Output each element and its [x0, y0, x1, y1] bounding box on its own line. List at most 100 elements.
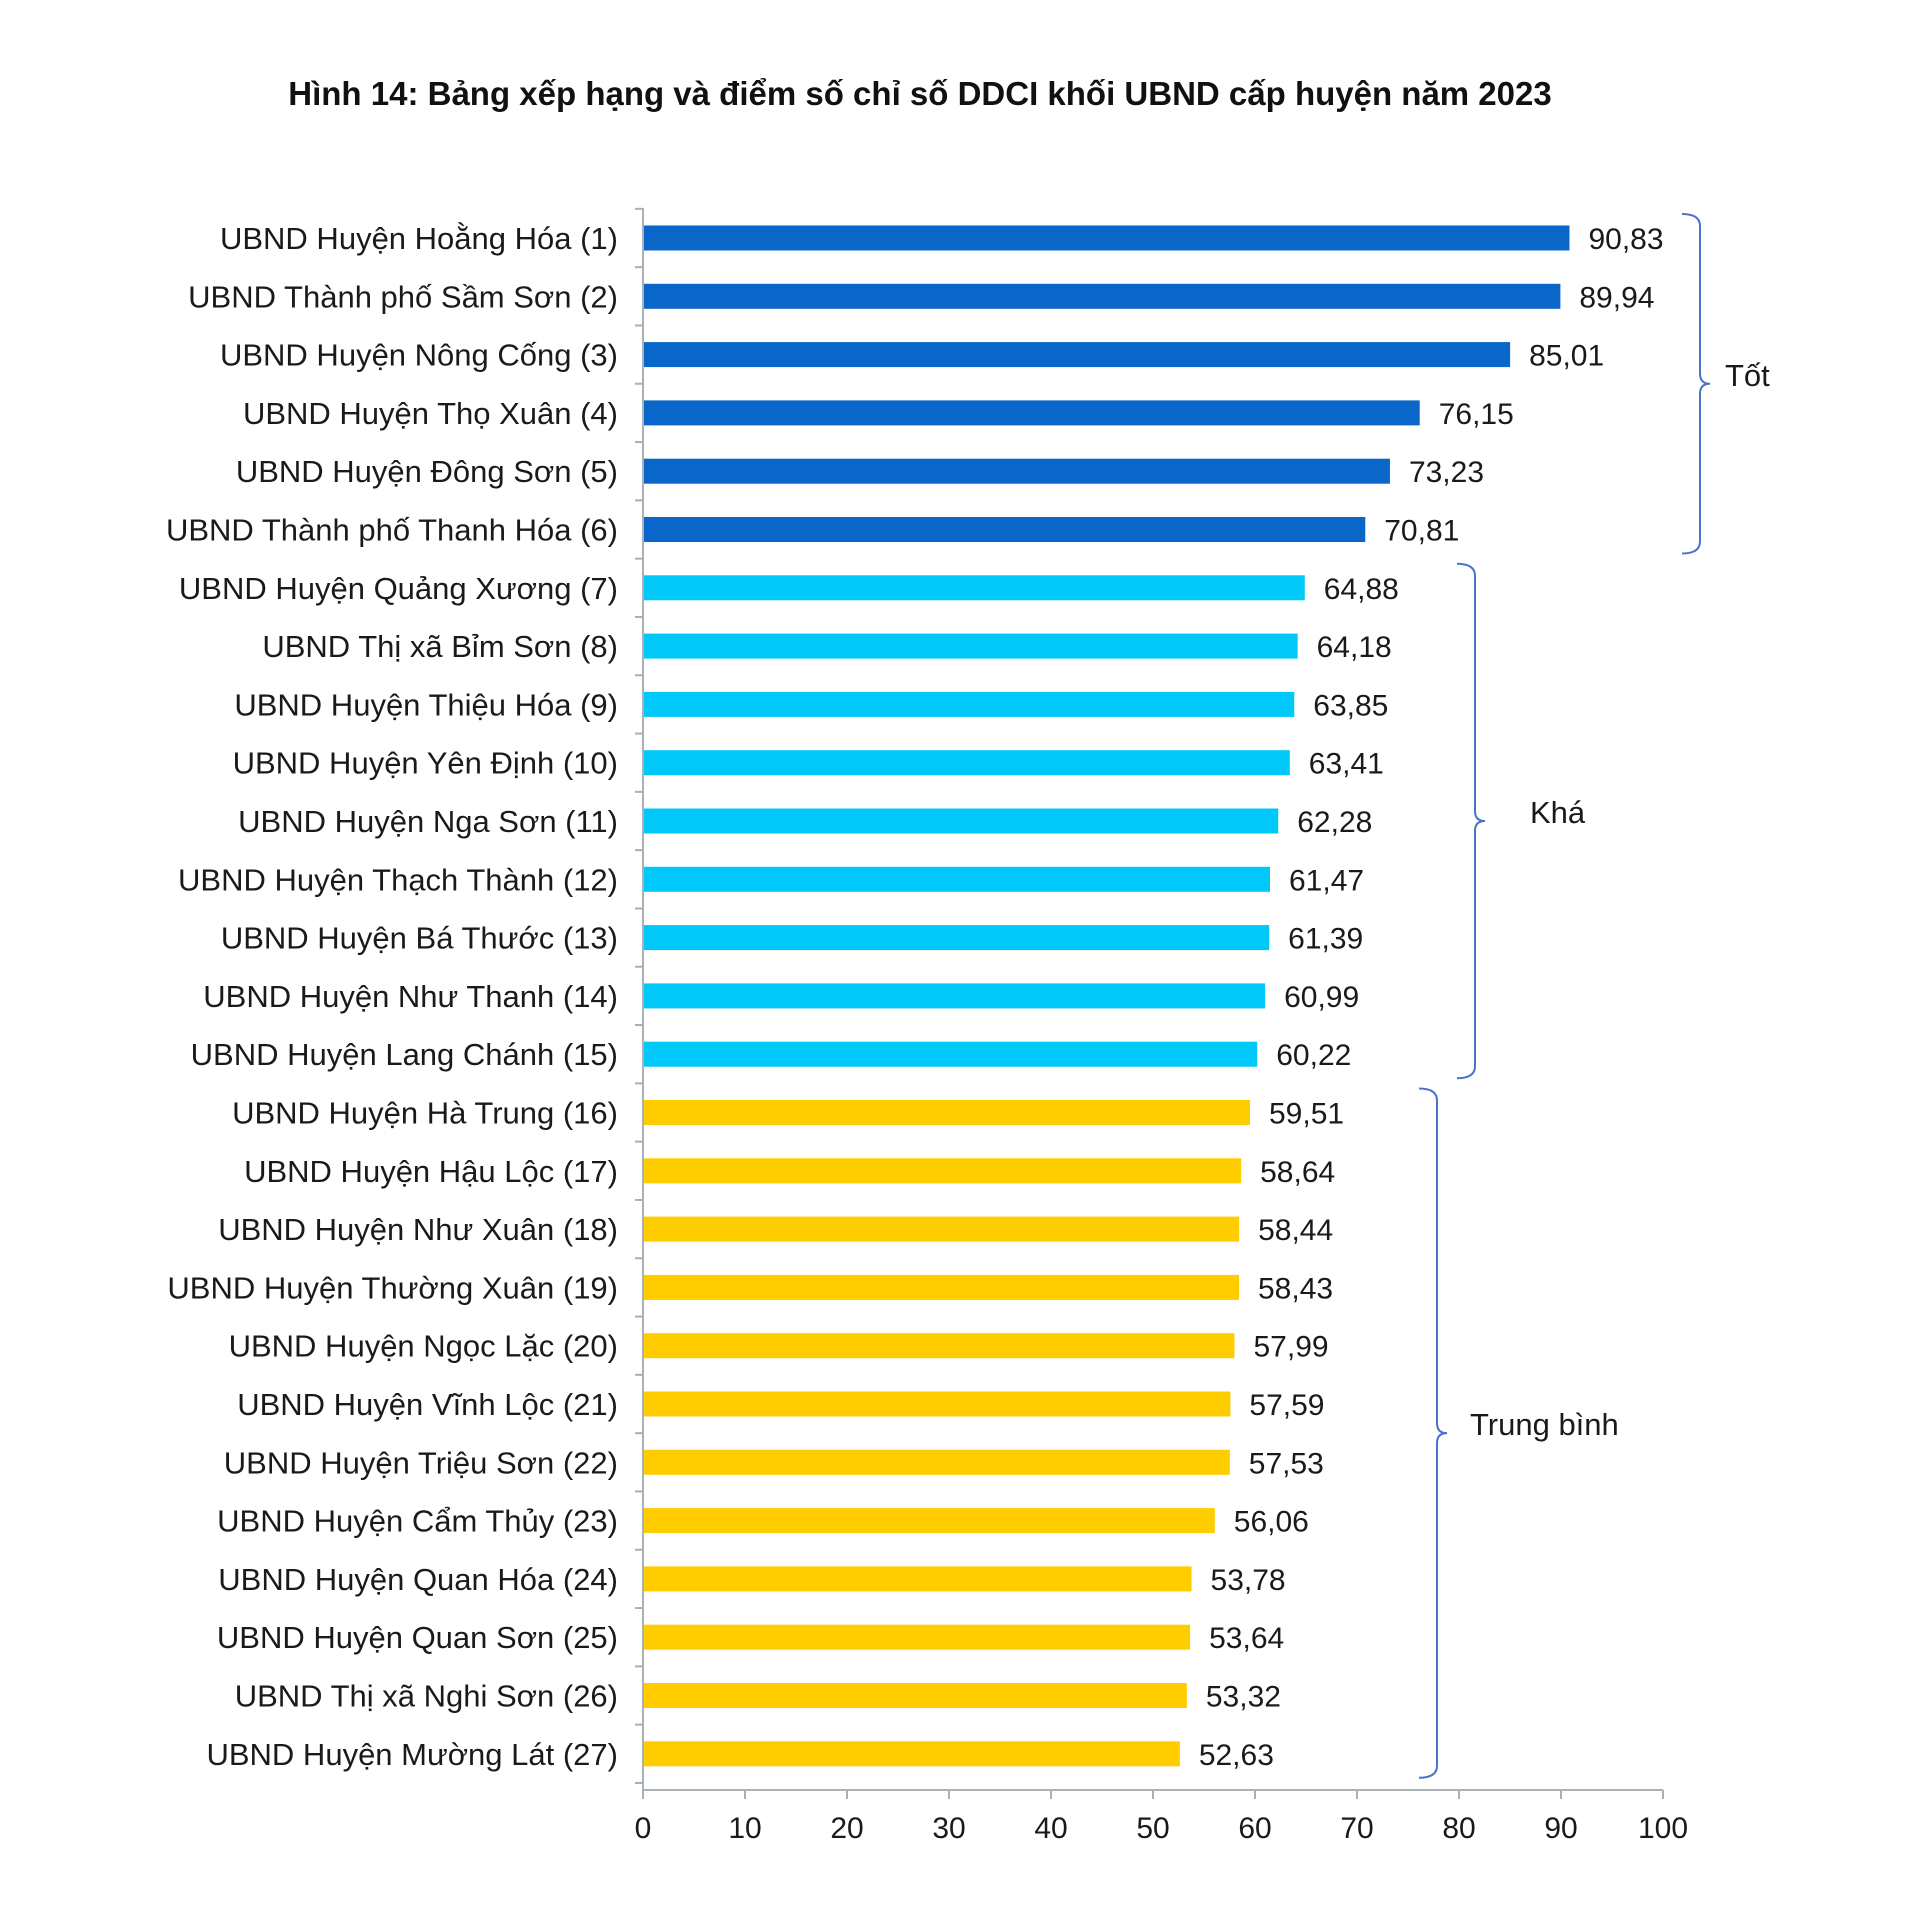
bar — [644, 1333, 1235, 1359]
data-label: 85,01 — [1529, 340, 1604, 373]
data-label: 53,32 — [1206, 1681, 1281, 1714]
category-label: UBND Huyện Quảng Xương (7) — [179, 571, 618, 606]
data-label: 59,51 — [1269, 1098, 1344, 1131]
category-label: UBND Thị xã Nghi Sơn (26) — [235, 1679, 618, 1714]
group-bracket — [1681, 213, 1711, 555]
bar — [644, 1274, 1239, 1300]
category-label: UBND Huyện Nông Cống (3) — [220, 338, 618, 373]
group-label: Khá — [1530, 795, 1586, 830]
bar — [644, 1100, 1251, 1125]
data-label: 64,88 — [1324, 573, 1399, 606]
x-tick-label: 40 — [1034, 1812, 1067, 1845]
category-label: UBND Thành phố Thanh Hóa (6) — [166, 513, 618, 548]
bar — [644, 866, 1270, 892]
category-label: UBND Huyện Thọ Xuân (4) — [243, 396, 618, 431]
bar — [644, 1449, 1230, 1475]
category-label: UBND Huyện Yên Định (10) — [233, 746, 618, 781]
x-tick-label: 100 — [1638, 1812, 1688, 1845]
category-label: UBND Thành phố Sầm Sơn (2) — [188, 279, 618, 314]
data-label: 56,06 — [1234, 1506, 1309, 1539]
data-label: 90,83 — [1588, 223, 1663, 256]
data-label: 58,64 — [1260, 1156, 1335, 1189]
category-label: UBND Huyện Vĩnh Lộc (21) — [237, 1387, 618, 1422]
bar — [644, 1624, 1191, 1650]
bar — [644, 575, 1305, 601]
data-label: 76,15 — [1439, 398, 1514, 431]
data-label: 60,22 — [1276, 1039, 1351, 1072]
bar — [644, 400, 1420, 426]
category-label: UBND Huyện Như Thanh (14) — [203, 979, 618, 1014]
group-bracket — [1418, 1087, 1448, 1779]
x-tick-label: 10 — [728, 1812, 761, 1845]
data-label: 57,59 — [1249, 1389, 1324, 1422]
category-label: UBND Huyện Thường Xuân (19) — [167, 1270, 618, 1305]
bar — [644, 633, 1298, 659]
category-label: UBND Huyện Thiệu Hóa (9) — [234, 687, 618, 722]
bar — [644, 1508, 1215, 1534]
bar — [644, 925, 1270, 951]
x-tick-label: 20 — [830, 1812, 863, 1845]
x-tick-label: 0 — [635, 1812, 652, 1845]
data-label: 73,23 — [1409, 456, 1484, 489]
bar — [644, 1041, 1258, 1067]
category-label: UBND Thị xã Bỉm Sơn (8) — [262, 629, 618, 664]
data-label: 63,41 — [1309, 748, 1384, 781]
category-label: UBND Huyện Quan Sơn (25) — [217, 1620, 618, 1655]
data-label: 58,44 — [1258, 1214, 1333, 1247]
data-label: 53,78 — [1211, 1564, 1286, 1597]
bar — [644, 1741, 1180, 1767]
bar — [644, 283, 1561, 309]
bar — [644, 750, 1290, 776]
category-label: UBND Huyện Hậu Lộc (17) — [244, 1154, 618, 1189]
category-label: UBND Huyện Bá Thước (13) — [221, 921, 618, 956]
x-tick-label: 90 — [1544, 1812, 1577, 1845]
data-label: 63,85 — [1313, 689, 1388, 722]
category-label: UBND Huyện Mường Lát (27) — [206, 1737, 618, 1772]
data-label: 61,39 — [1288, 923, 1363, 956]
category-label: UBND Huyện Ngọc Lặc (20) — [229, 1329, 618, 1364]
bar — [644, 342, 1511, 368]
data-label: 57,99 — [1253, 1331, 1328, 1364]
category-label: UBND Huyện Hoằng Hóa (1) — [220, 221, 618, 256]
bar — [644, 517, 1366, 542]
bar — [644, 458, 1390, 484]
x-tick-label: 30 — [932, 1812, 965, 1845]
x-tick-label: 70 — [1340, 1812, 1373, 1845]
data-label: 64,18 — [1317, 631, 1392, 664]
bar — [644, 691, 1295, 717]
category-label: UBND Huyện Quan Hóa (24) — [218, 1562, 618, 1597]
x-tick-label: 80 — [1442, 1812, 1475, 1845]
bar — [644, 1158, 1242, 1184]
group-label: Tốt — [1725, 358, 1770, 393]
data-label: 89,94 — [1579, 281, 1654, 314]
category-label: UBND Huyện Nga Sơn (11) — [238, 804, 618, 839]
group-bracket — [1456, 562, 1486, 1080]
data-label: 58,43 — [1258, 1272, 1333, 1305]
category-label: UBND Huyện Lang Chánh (15) — [191, 1037, 618, 1072]
data-label: 57,53 — [1249, 1447, 1324, 1480]
category-label: UBND Huyện Hà Trung (16) — [232, 1096, 618, 1131]
bar — [644, 983, 1266, 1009]
bar — [644, 1683, 1187, 1708]
bar — [644, 808, 1279, 834]
category-label: UBND Huyện Như Xuân (18) — [218, 1212, 618, 1247]
data-label: 61,47 — [1289, 864, 1364, 897]
x-tick-label: 60 — [1238, 1812, 1271, 1845]
group-label: Trung bình — [1470, 1407, 1619, 1442]
bar — [644, 1216, 1240, 1242]
data-label: 60,99 — [1284, 981, 1359, 1014]
category-label: UBND Huyện Cẩm Thủy (23) — [217, 1504, 618, 1539]
data-label: 70,81 — [1384, 515, 1459, 548]
category-label: UBND Huyện Triệu Sơn (22) — [224, 1445, 618, 1480]
x-tick-label: 50 — [1136, 1812, 1169, 1845]
category-label: UBND Huyện Đông Sơn (5) — [236, 454, 618, 489]
bar — [644, 225, 1570, 251]
data-label: 62,28 — [1297, 806, 1372, 839]
data-label: 53,64 — [1209, 1622, 1284, 1655]
bar — [644, 1566, 1192, 1592]
data-label: 52,63 — [1199, 1739, 1274, 1772]
category-label: UBND Huyện Thạch Thành (12) — [178, 862, 618, 897]
chart-title: Hình 14: Bảng xếp hạng và điểm số chỉ số… — [288, 75, 1552, 112]
